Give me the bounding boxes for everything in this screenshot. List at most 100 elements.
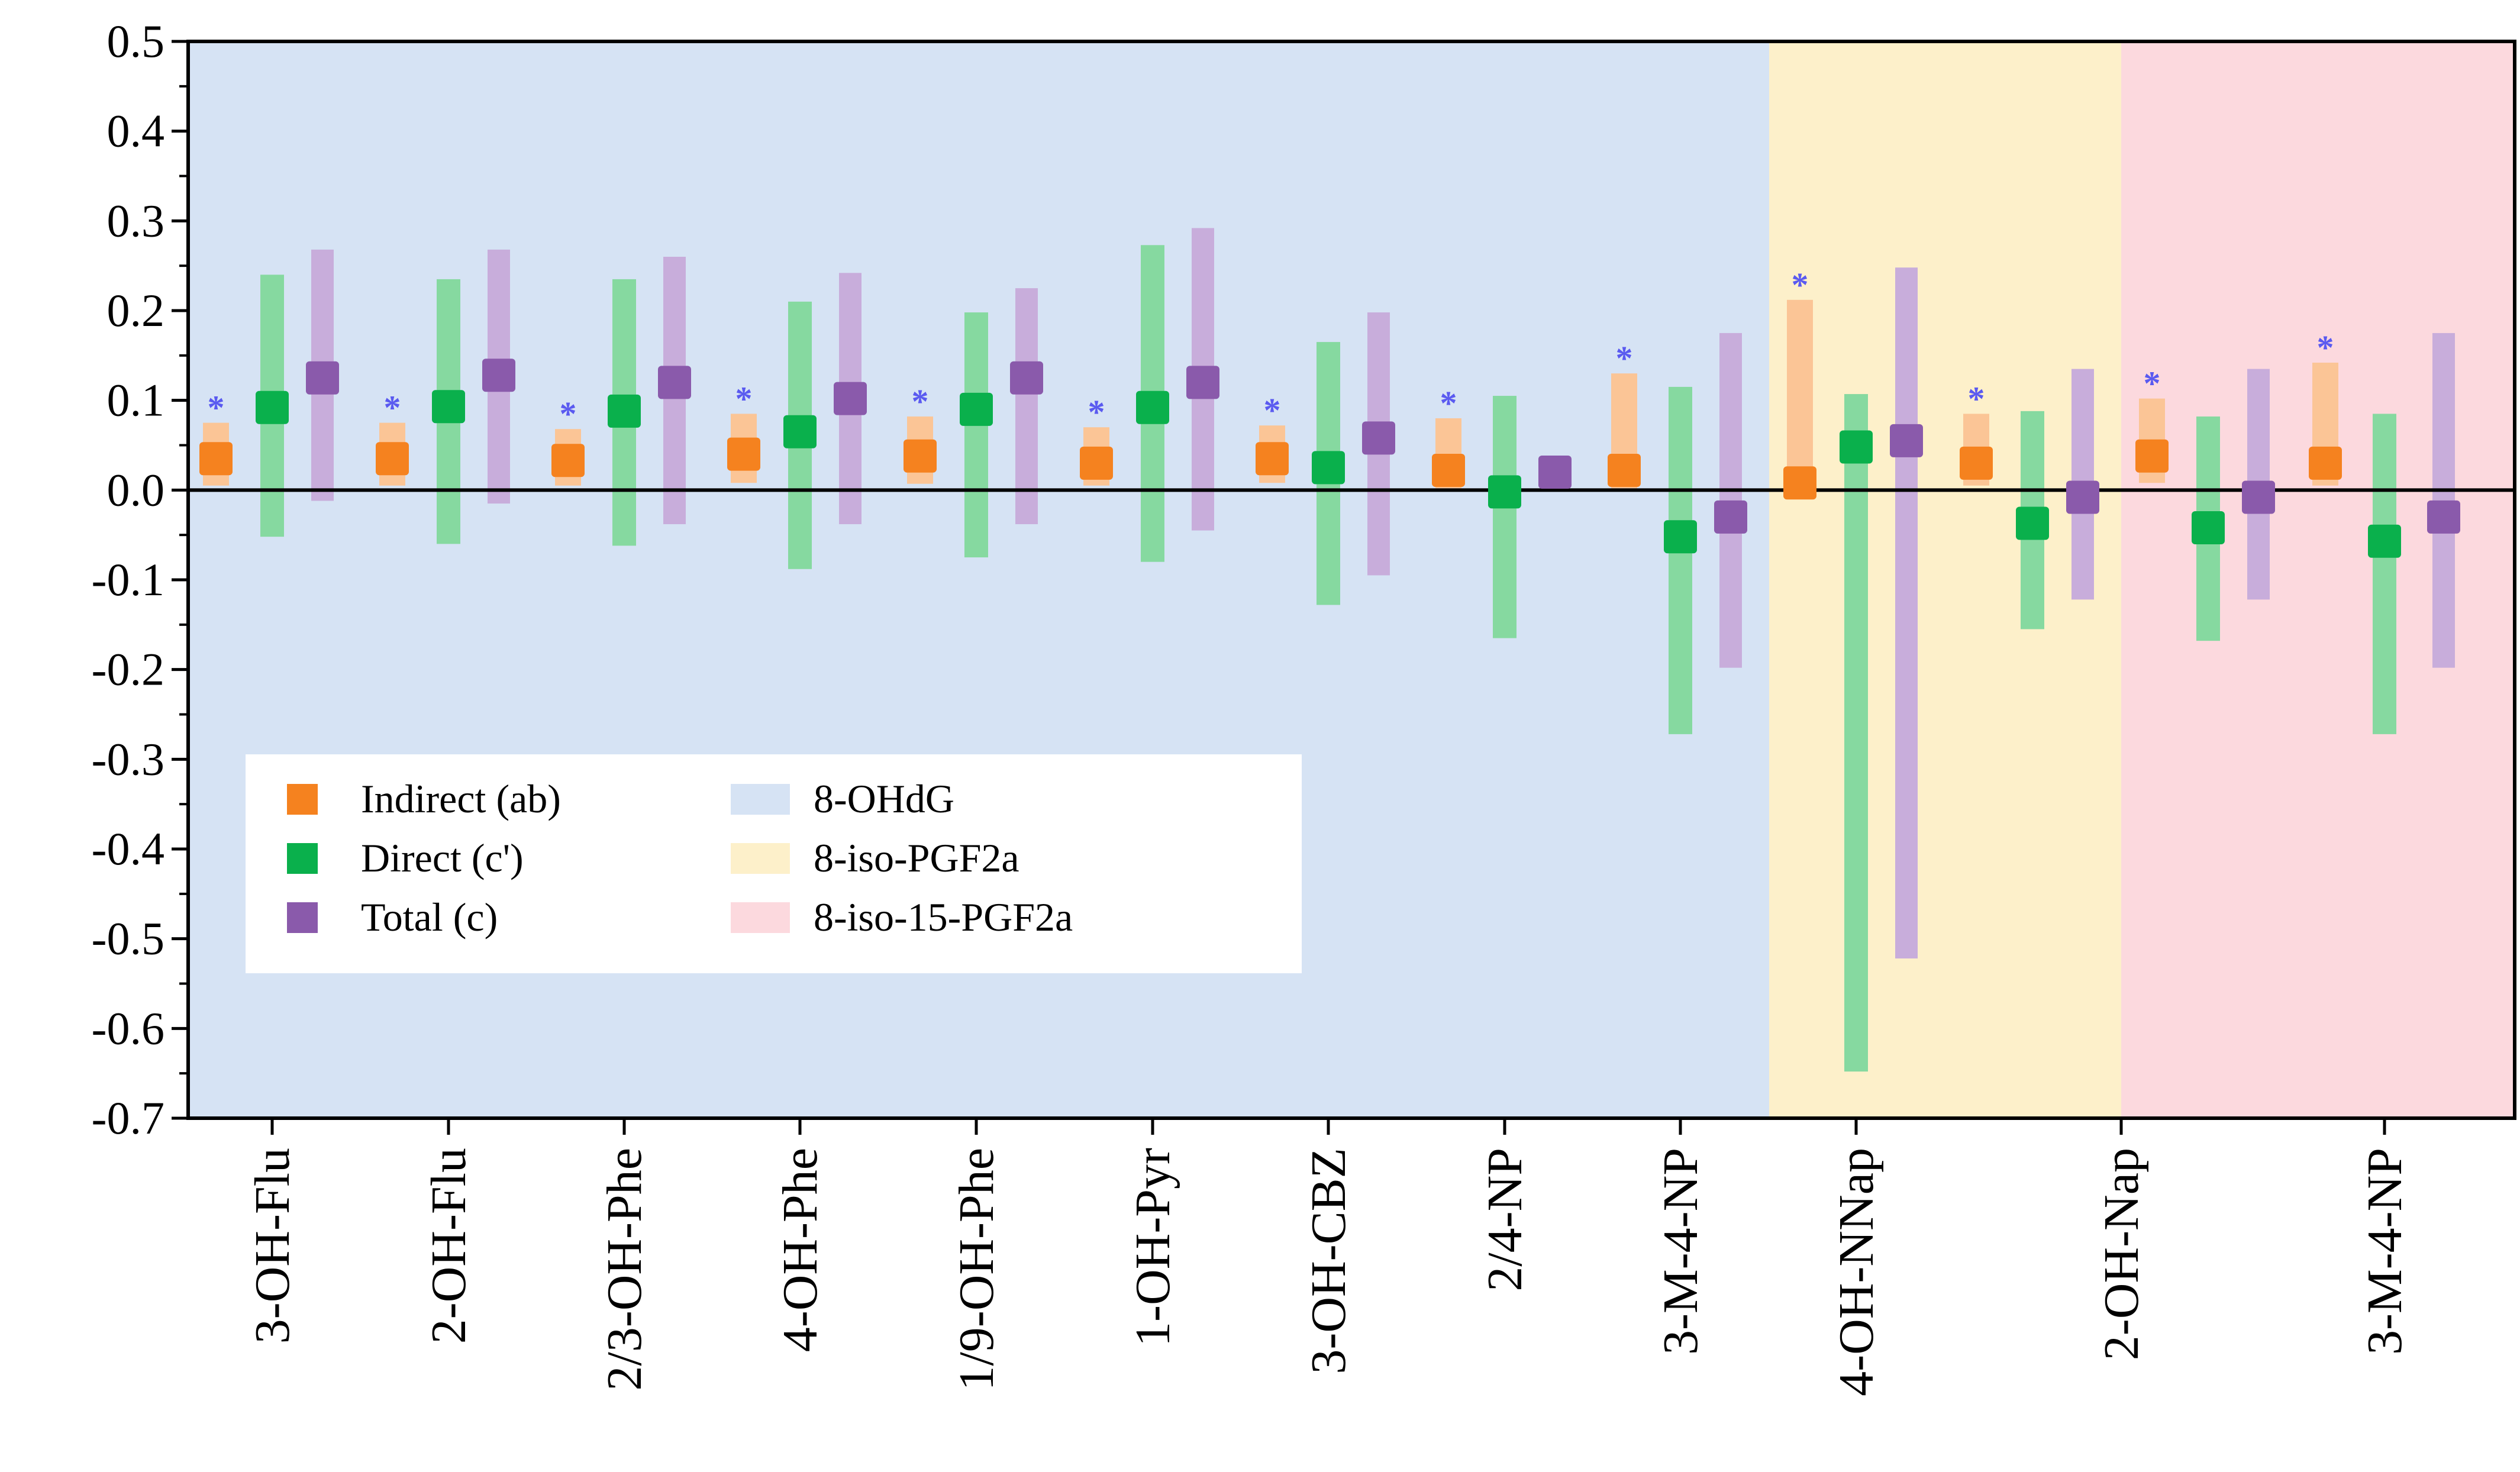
category-label: 3-OH-CBZ: [1301, 1148, 1356, 1374]
indirect-estimate-marker-1: [376, 442, 409, 476]
total-estimate-marker-8: [1714, 500, 1747, 534]
significance-star-11: *: [2144, 364, 2161, 403]
indirect-estimate-marker-2: [551, 444, 585, 477]
direct-estimate-marker-3: [783, 415, 817, 448]
direct-estimate-marker-1: [432, 390, 465, 424]
category-label: 2/3-OH-Phe: [597, 1148, 652, 1391]
legend-label: 8-OHdG: [814, 776, 954, 821]
direct-estimate-marker-10: [2016, 506, 2049, 540]
y-tick-label: 0.1: [107, 375, 165, 426]
total-estimate-marker-5: [1186, 366, 1219, 399]
legend-label: Direct (c'): [361, 835, 524, 880]
legend-label: 8-iso-15-PGF2a: [814, 895, 1073, 940]
indirect-estimate-marker-8: [1608, 453, 1641, 487]
category-label: 2-OH-Flu: [421, 1148, 476, 1344]
category-label: 4-OH-Phe: [773, 1148, 828, 1352]
total-ci-bar-13: [2432, 333, 2455, 668]
significance-star-7: *: [1440, 384, 1457, 422]
total-estimate-marker-6: [1362, 421, 1395, 455]
total-estimate-marker-4: [1010, 361, 1043, 395]
y-tick-label: -0.3: [92, 733, 164, 785]
indirect-estimate-marker-6: [1256, 442, 1289, 476]
direct-estimate-marker-0: [256, 390, 289, 424]
total-estimate-marker-1: [482, 359, 515, 392]
direct-estimate-marker-4: [960, 392, 993, 426]
y-axis: 0.5 0.4 0.3 0.2 0.1 0.0 -0.1 -0.2 -0.3 -0.4 -0.5 -0…: [92, 15, 188, 1144]
legend-label: Indirect (ab): [361, 776, 561, 821]
category-label: 4-OH-NNap: [1829, 1148, 1884, 1396]
legend-swatch: [731, 843, 790, 874]
significance-star-5: *: [1088, 393, 1105, 431]
direct-estimate-marker-2: [608, 394, 641, 428]
direct-estimate-marker-12: [2368, 524, 2401, 558]
total-ci-bar-4: [1015, 288, 1038, 524]
total-estimate-marker-7: [1538, 456, 1572, 489]
direct-ci-bar-9: [1844, 394, 1868, 1072]
indirect-estimate-marker-7: [1432, 453, 1465, 487]
direct-estimate-marker-8: [1664, 520, 1697, 554]
direct-estimate-marker-6: [1312, 451, 1345, 485]
indirect-estimate-marker-10: [1960, 446, 1993, 480]
indirect-ci-bar-9: [1787, 299, 1813, 490]
indirect-estimate-marker-11: [2135, 439, 2169, 473]
legend-swatch: [287, 784, 318, 815]
legend: Indirect (ab) Direct (c') Total (c) 8-OHdG 8…: [246, 754, 1302, 973]
y-tick-label: -0.5: [92, 913, 164, 964]
significance-star-8: *: [1616, 339, 1633, 377]
y-tick-label: 0.5: [107, 15, 165, 67]
significance-star-3: *: [735, 379, 753, 418]
total-estimate-marker-13: [2427, 500, 2460, 534]
legend-swatch: [731, 902, 790, 933]
total-ci-bar-9: [1895, 267, 1918, 959]
y-tick-label: -0.6: [92, 1002, 164, 1054]
indirect-estimate-marker-0: [199, 442, 233, 476]
total-estimate-marker-3: [834, 382, 867, 415]
direct-ci-bar-4: [964, 312, 988, 558]
direct-ci-bar-7: [1493, 396, 1516, 638]
legend-label: Total (c): [361, 895, 498, 940]
direct-ci-bar-8: [1669, 386, 1692, 734]
y-tick-label: -0.2: [92, 644, 164, 695]
total-estimate-marker-9: [1890, 424, 1923, 457]
category-label: 2-OH-Nap: [2094, 1148, 2149, 1360]
background-8-iso-15-pgf2a: [2121, 41, 2515, 1118]
y-tick-label: 0.4: [107, 105, 165, 157]
significance-star-12: *: [2317, 328, 2334, 367]
indirect-estimate-marker-5: [1080, 446, 1113, 480]
category-label: 1/9-OH-Phe: [949, 1148, 1004, 1391]
significance-star-0: *: [208, 389, 225, 427]
significance-star-1: *: [384, 389, 401, 427]
direct-estimate-marker-11: [2192, 511, 2225, 545]
indirect-estimate-marker-12: [2309, 446, 2342, 480]
category-label: 1-OH-Pyr: [1125, 1148, 1180, 1347]
category-label: 3-OH-Flu: [245, 1148, 300, 1344]
total-estimate-marker-2: [658, 366, 691, 399]
legend-label: 8-iso-PGF2a: [814, 835, 1019, 880]
total-ci-bar-8: [1719, 333, 1742, 668]
direct-estimate-marker-9: [1840, 430, 1873, 464]
significance-stars: * * * * * * * * * * * * *: [208, 266, 2334, 433]
legend-swatch: [287, 902, 318, 933]
significance-star-6: *: [1264, 391, 1281, 430]
legend-swatch: [287, 843, 318, 874]
indirect-estimate-marker-3: [727, 437, 760, 471]
category-label: 3-M-4-NP: [1653, 1148, 1708, 1355]
indirect-estimate-marker-4: [904, 439, 937, 473]
y-tick-label: 0.3: [107, 195, 165, 246]
y-tick-label: 0.0: [107, 464, 165, 515]
category-label: 3-M-4-NP: [2357, 1148, 2412, 1355]
total-estimate-marker-11: [2242, 480, 2275, 514]
indirect-estimate-marker-9: [1783, 466, 1816, 500]
background-8-iso-pgf2a: [1769, 41, 2121, 1118]
y-tick-label: -0.7: [92, 1092, 164, 1144]
significance-star-2: *: [560, 395, 577, 433]
x-axis: 3-OH-Flu 2-OH-Flu 2/3-OH-Phe 4-OH-Phe 1/9-OH…: [245, 1118, 2412, 1396]
legend-swatch: [731, 784, 790, 815]
category-label: 2/4-NP: [1477, 1148, 1532, 1292]
direct-estimate-marker-7: [1488, 475, 1521, 509]
direct-ci-bar-12: [2373, 414, 2396, 734]
significance-star-9: *: [1792, 266, 1809, 304]
significance-star-4: *: [912, 382, 929, 421]
direct-estimate-marker-5: [1136, 390, 1169, 424]
